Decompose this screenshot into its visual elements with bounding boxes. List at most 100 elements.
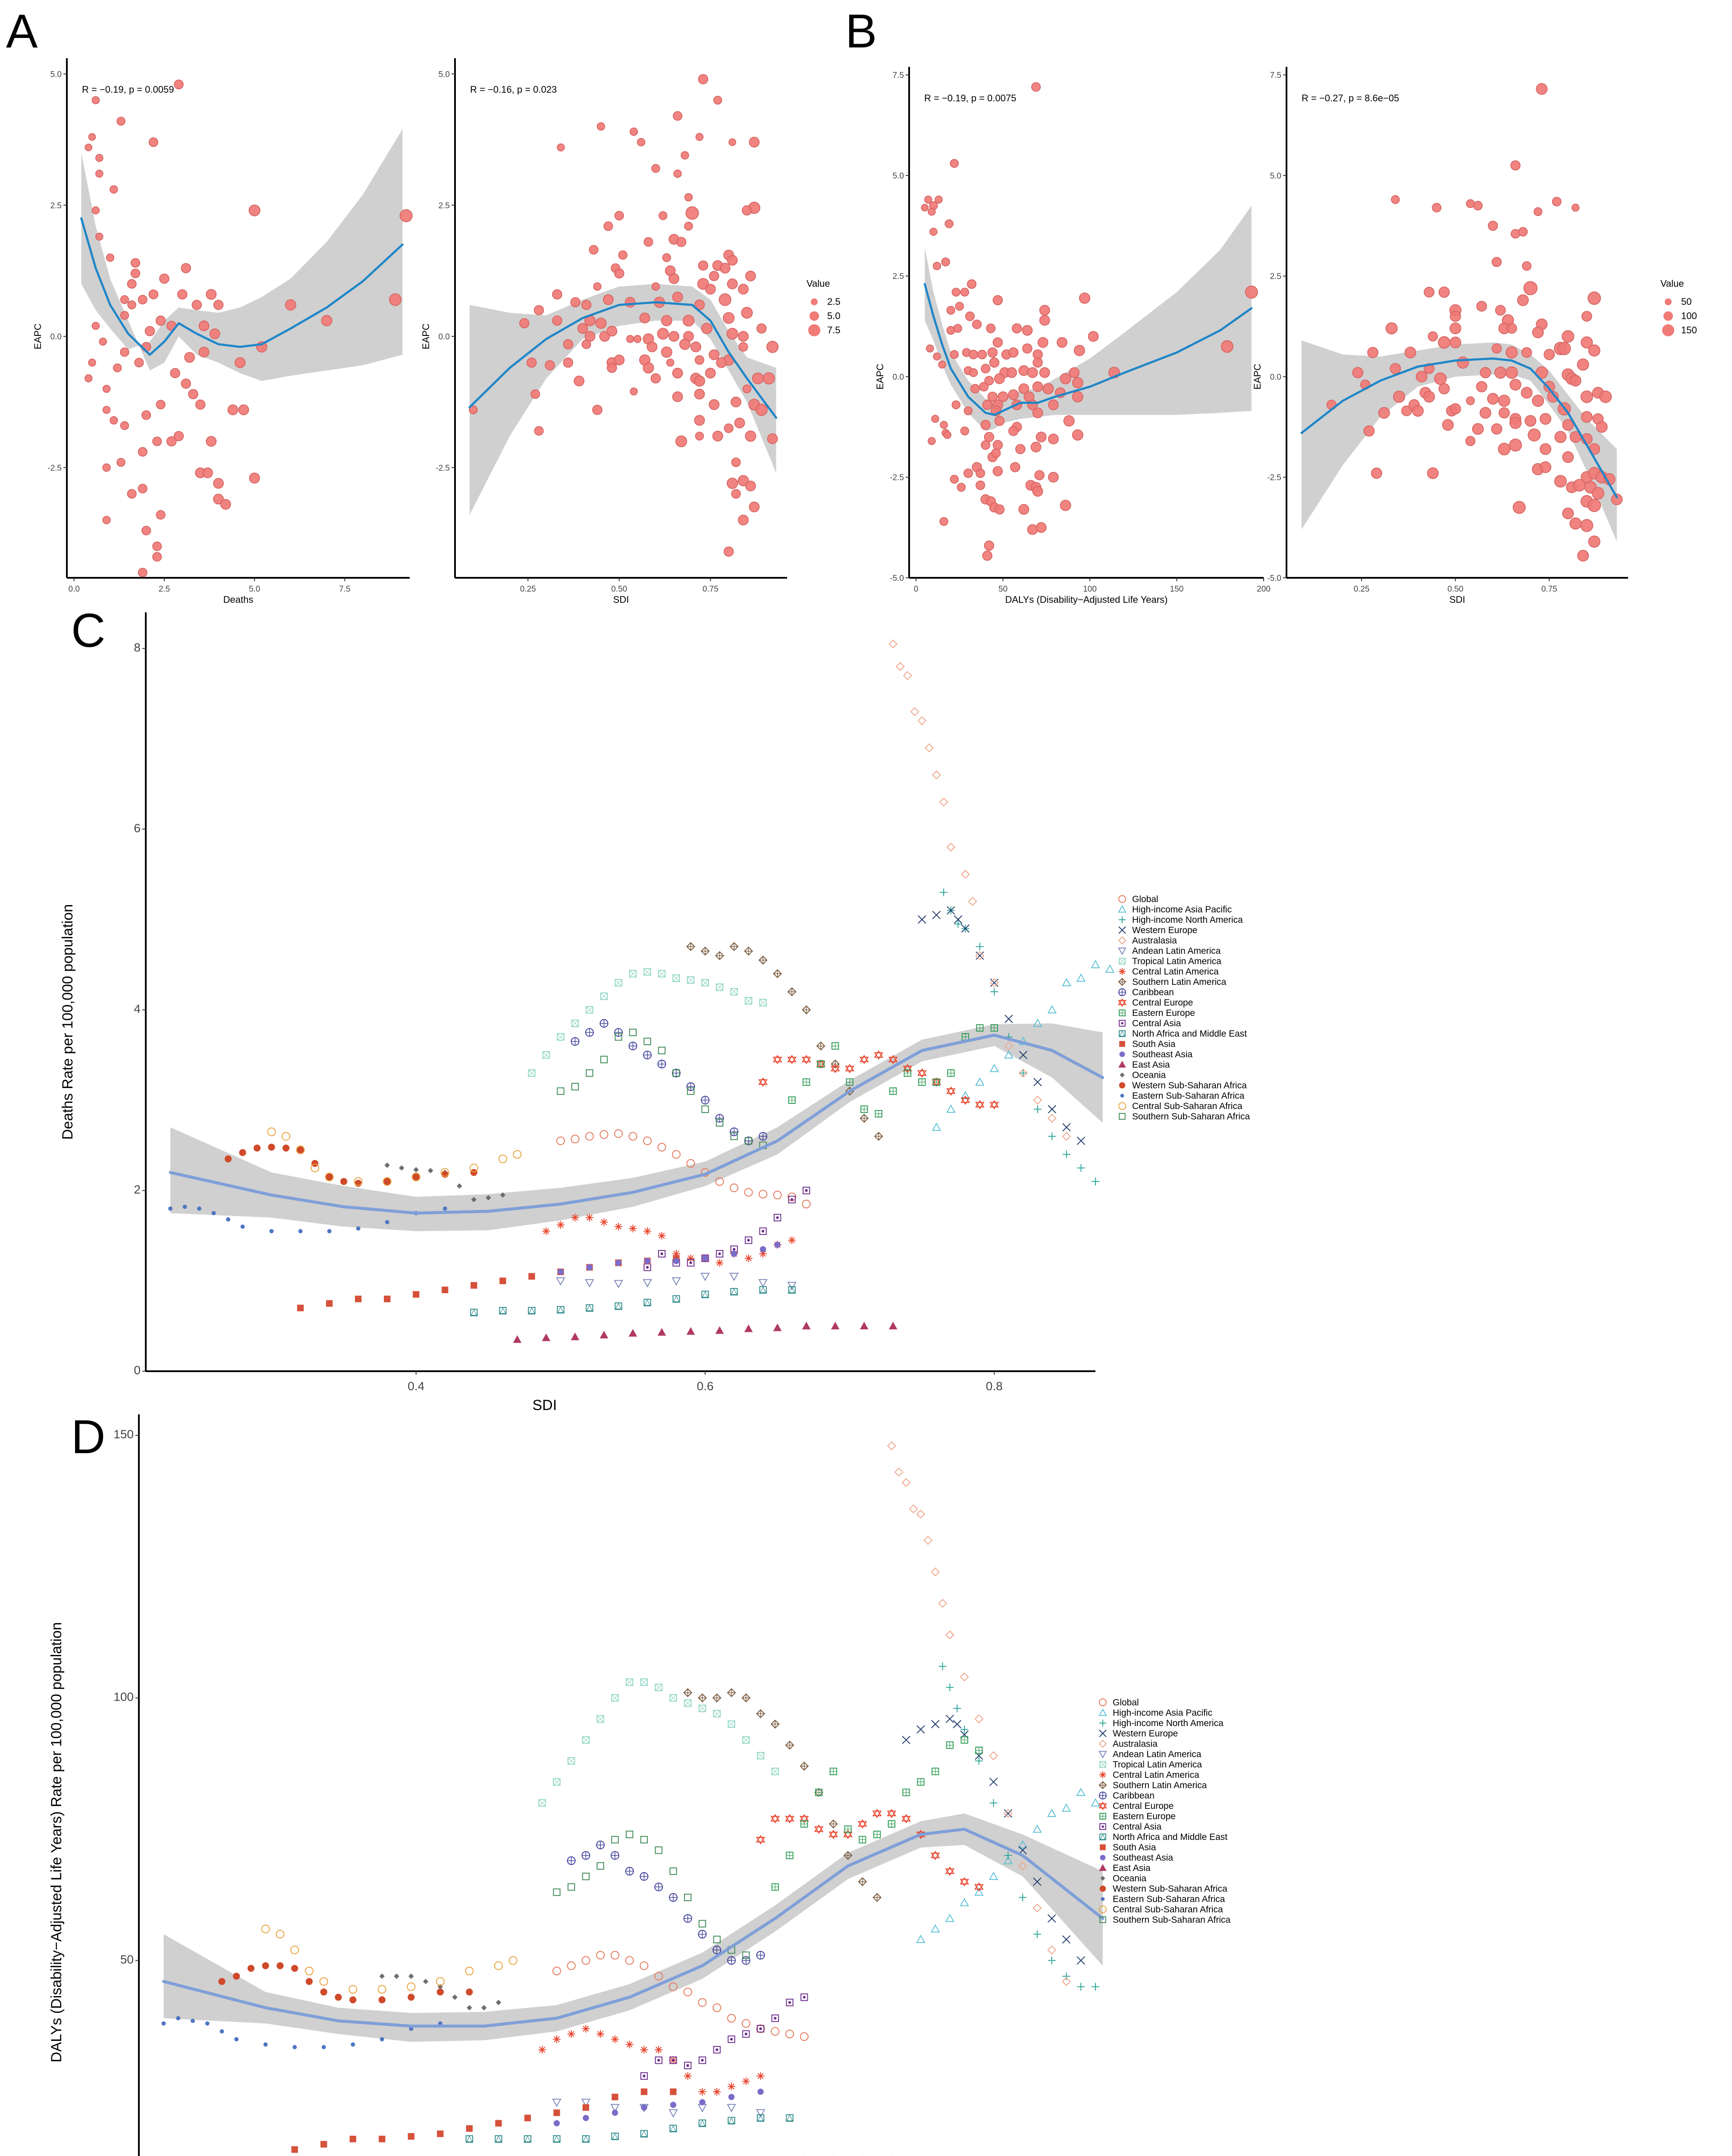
series-point: [728, 1720, 735, 1728]
data-point: [694, 415, 705, 426]
data-point: [1027, 367, 1038, 378]
series-point: [305, 1978, 313, 1985]
series-point: [802, 1200, 811, 1209]
series-point: [990, 988, 998, 996]
legend-label: Andean Latin America: [1132, 946, 1221, 956]
data-point: [929, 228, 938, 236]
series-point: [761, 1230, 765, 1233]
series-point: [557, 1306, 565, 1314]
series-point: [394, 1973, 399, 1979]
data-point: [618, 250, 628, 260]
x-axis-label: SDI: [1450, 594, 1465, 605]
data-point: [1479, 407, 1491, 419]
series-point: [713, 2087, 721, 2096]
series-point: [960, 1725, 969, 1733]
series-global: [556, 1129, 811, 1209]
data-point: [1432, 203, 1442, 213]
series-point: [829, 1820, 838, 1828]
series-point: [1091, 960, 1100, 968]
data-point: [156, 510, 166, 520]
series-point: [655, 1684, 662, 1691]
series-point: [261, 1924, 270, 1934]
series-andean-latin-america: [556, 1272, 797, 1291]
series-point: [742, 1951, 750, 1959]
legend-key: [1101, 1897, 1105, 1901]
data-point: [581, 300, 592, 310]
data-point: [110, 416, 118, 425]
series-point: [742, 1956, 750, 1965]
series-point: [773, 1214, 781, 1222]
data-point: [731, 489, 741, 499]
series-point: [571, 1020, 579, 1027]
y-tick-label: 5.0: [439, 70, 450, 79]
series-western-europe: [902, 1714, 1085, 1965]
legend-size-label: 100: [1681, 310, 1697, 321]
series-caribbean: [567, 1840, 765, 1965]
series-point: [771, 1767, 779, 1775]
legend-key: [1100, 1855, 1106, 1861]
data-point: [173, 431, 184, 442]
series-point: [276, 1962, 284, 1969]
series-point: [413, 1291, 420, 1298]
correlation-annotation: R = −0.19, p = 0.0075: [924, 93, 1016, 103]
data-point: [581, 339, 591, 349]
data-point: [1048, 433, 1059, 445]
data-point: [767, 433, 778, 444]
legend-label: North Africa and Middle East: [1132, 1029, 1247, 1039]
data-point: [705, 284, 716, 295]
series-point: [582, 1873, 590, 1880]
series-point: [701, 1105, 709, 1113]
series-point: [498, 1154, 507, 1163]
data-point: [1510, 160, 1521, 171]
data-point: [174, 79, 184, 90]
series-point: [407, 1982, 416, 1991]
data-point: [1523, 281, 1538, 295]
series-point: [470, 1309, 478, 1316]
series-point: [442, 1206, 447, 1211]
series-eastern-europe: [771, 1736, 983, 1891]
series-point: [931, 1567, 940, 1576]
data-point: [728, 138, 736, 146]
data-point: [976, 480, 985, 490]
series-point: [440, 1168, 449, 1177]
data-point: [389, 293, 402, 306]
data-point: [1476, 381, 1487, 392]
series-point: [872, 1811, 882, 1818]
series-point: [989, 1751, 998, 1760]
data-point: [950, 350, 959, 359]
series-point: [658, 1250, 666, 1258]
series-point: [744, 997, 753, 1005]
series-point: [640, 1872, 648, 1880]
data-point: [1569, 517, 1582, 530]
y-tick-label: -2.5: [436, 464, 450, 473]
data-point: [238, 404, 249, 415]
series-point: [845, 1064, 855, 1072]
series-point: [932, 1768, 939, 1775]
y-tick-label: 100: [113, 1690, 134, 1704]
series-point: [946, 1088, 956, 1096]
series-point: [586, 1069, 593, 1077]
series-point: [668, 1982, 678, 1991]
chart-b1: 0 50 100 150 200 -5.0 -2.5 0.0 2.5 5.0 7.5 DALYs (D…: [875, 67, 1271, 605]
data-point: [661, 346, 672, 358]
data-point: [177, 289, 188, 300]
data-point: [545, 360, 555, 370]
x-tick-label: 0.75: [703, 585, 719, 594]
series-point: [831, 1322, 840, 1329]
series-point: [611, 2132, 619, 2140]
series-point: [787, 1056, 797, 1065]
series-tropical-latin-america: [528, 968, 767, 1077]
legend-label: Central Latin America: [1113, 1770, 1199, 1780]
y-tick-label: 0.0: [893, 373, 904, 382]
data-point: [933, 352, 941, 361]
y-axis-label: EAPC: [875, 364, 885, 389]
series-point: [756, 1951, 765, 1959]
series-point: [452, 1994, 458, 2000]
chart-b2: 0.25 0.50 0.75 -5.0 -2.5 0.0 2.5 5.0 7.5 SDI EAPC R…: [1252, 67, 1697, 605]
data-point: [285, 299, 296, 311]
series-point: [486, 1195, 491, 1201]
series-point: [643, 1037, 651, 1045]
series-point: [349, 2135, 356, 2143]
legend-size-swatch: [810, 311, 819, 321]
series-point: [600, 993, 608, 1000]
